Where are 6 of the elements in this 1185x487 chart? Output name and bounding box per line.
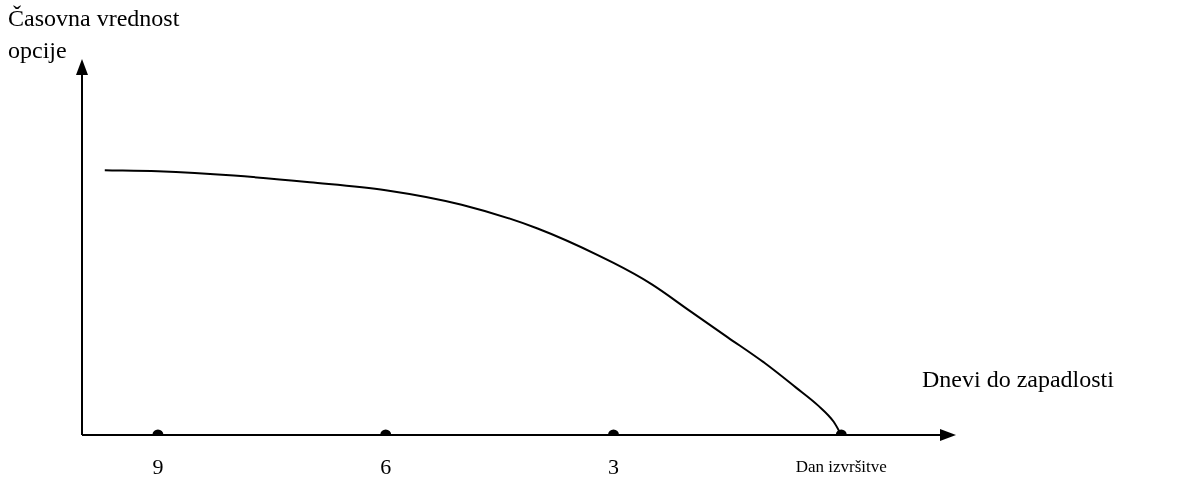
x-tick-label: Dan izvršitve [795,457,887,477]
y-axis-title: Časovna vrednost opcije [8,4,181,65]
x-axis-title: Dnevi do zapadlosti [922,366,1114,393]
x-tick-label: 3 [608,453,619,479]
x-tick-label: 6 [380,453,392,479]
x-tick-label: 9 [152,453,164,479]
